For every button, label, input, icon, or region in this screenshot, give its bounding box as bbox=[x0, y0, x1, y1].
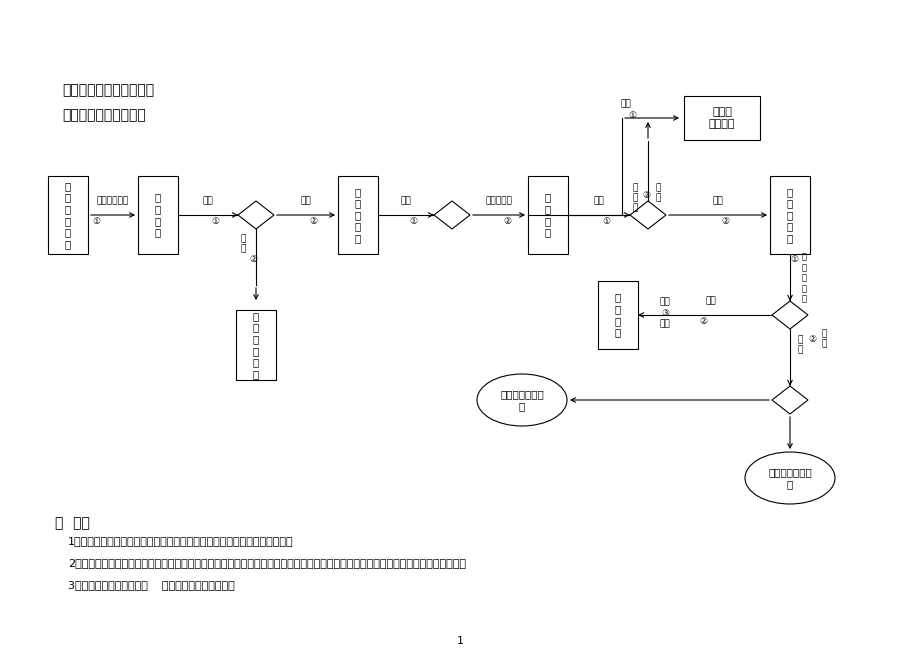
Text: 放弃: 放弃 bbox=[659, 320, 670, 329]
Text: 报: 报 bbox=[654, 193, 660, 202]
Bar bbox=[138, 176, 177, 254]
Text: 办: 办 bbox=[821, 329, 826, 339]
Text: 执
行
总
裁: 执 行 总 裁 bbox=[544, 193, 550, 238]
Text: ②: ② bbox=[309, 217, 317, 225]
Bar bbox=[597, 281, 637, 349]
Bar bbox=[236, 310, 276, 380]
Text: 签: 签 bbox=[797, 335, 801, 344]
Text: 填招聘申请表: 填招聘申请表 bbox=[96, 197, 129, 206]
Text: 主管部门：综合管理部: 主管部门：综合管理部 bbox=[62, 108, 145, 122]
Text: ①: ① bbox=[408, 217, 416, 225]
Text: ①: ① bbox=[92, 217, 100, 225]
Text: ②: ② bbox=[807, 335, 815, 344]
Text: 程序名称：招聘申请程序: 程序名称：招聘申请程序 bbox=[62, 83, 154, 97]
Text: ①: ① bbox=[628, 111, 635, 120]
Text: 1: 1 bbox=[456, 636, 463, 646]
Text: 无: 无 bbox=[631, 184, 637, 193]
Text: 分
管
副
总: 分 管 副 总 bbox=[154, 193, 161, 238]
Text: 签否: 签否 bbox=[705, 296, 716, 305]
Text: ②: ② bbox=[641, 191, 650, 201]
Text: 综
合
部
经
理: 综 合 部 经 理 bbox=[355, 187, 361, 243]
Text: ②: ② bbox=[698, 316, 707, 326]
Text: 有编制呼报: 有编制呼报 bbox=[485, 197, 512, 206]
Text: 分
管
经
理: 分 管 经 理 bbox=[614, 292, 620, 337]
Text: 3、主用表单：招聘申请表    年度人力需求计划汇总表: 3、主用表单：招聘申请表 年度人力需求计划汇总表 bbox=[68, 580, 234, 590]
Text: 审核: 审核 bbox=[400, 197, 411, 206]
Text: ①: ① bbox=[210, 217, 219, 225]
Bar bbox=[48, 176, 88, 254]
Text: 制: 制 bbox=[631, 204, 637, 212]
Text: 据
签
批
意
见: 据 签 批 意 见 bbox=[801, 253, 806, 303]
Bar bbox=[769, 176, 809, 254]
Text: ①: ① bbox=[789, 255, 797, 264]
Text: 签批: 签批 bbox=[712, 197, 722, 206]
Text: ②: ② bbox=[720, 217, 728, 225]
Text: 理: 理 bbox=[821, 340, 826, 348]
Text: ①: ① bbox=[601, 217, 609, 225]
Text: ②: ② bbox=[249, 255, 256, 264]
Text: 准: 准 bbox=[797, 346, 801, 355]
Text: 审核: 审核 bbox=[202, 197, 213, 206]
Text: ③: ③ bbox=[660, 309, 668, 318]
Text: 编: 编 bbox=[631, 193, 637, 202]
Bar bbox=[528, 176, 567, 254]
Bar bbox=[337, 176, 378, 254]
Text: ②: ② bbox=[503, 217, 511, 225]
Text: 总裁或
执行董事: 总裁或 执行董事 bbox=[708, 107, 734, 129]
Text: 否: 否 bbox=[240, 245, 245, 253]
Text: 申
请
部
门
经
理: 申 请 部 门 经 理 bbox=[253, 311, 259, 379]
Text: 招聘（内部）程
序: 招聘（内部）程 序 bbox=[767, 467, 811, 489]
Text: 说  明：: 说 明： bbox=[55, 516, 90, 530]
Text: 审阅: 审阅 bbox=[593, 197, 604, 206]
Text: 上: 上 bbox=[654, 184, 660, 193]
Text: 签批: 签批 bbox=[620, 100, 630, 109]
Text: 招聘（外部）程
序: 招聘（外部）程 序 bbox=[500, 389, 543, 411]
Text: 综
合
部
经
理: 综 合 部 经 理 bbox=[786, 187, 792, 243]
Text: 申
请
部
门
经
理: 申 请 部 门 经 理 bbox=[65, 181, 71, 249]
Text: 通知: 通知 bbox=[659, 298, 670, 307]
Text: 1、公司部门经理（含）以上管理人员根据工作需要有申请招聘员工的权力。: 1、公司部门经理（含）以上管理人员根据工作需要有申请招聘员工的权力。 bbox=[68, 536, 293, 546]
Bar bbox=[683, 96, 759, 140]
Text: 签: 签 bbox=[240, 234, 245, 243]
Text: 签准: 签准 bbox=[301, 197, 311, 206]
Text: 2、执行总裁审阅「招聘申请表」如有编制可直接审批，交综合管理部经理，如无编制签批意见上报执行董事或签否交综合管理部经理。: 2、执行总裁审阅「招聘申请表」如有编制可直接审批，交综合管理部经理，如无编制签批… bbox=[68, 558, 466, 568]
